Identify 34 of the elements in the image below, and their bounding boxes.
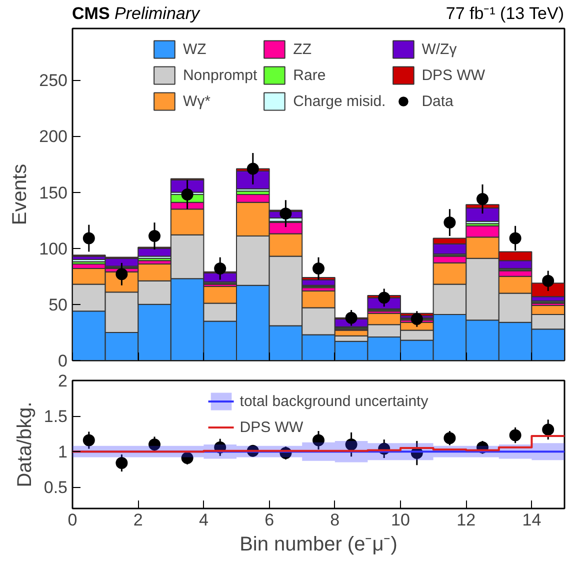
legend-label: W/Zγ	[422, 40, 457, 58]
legend-label: ZZ	[293, 40, 312, 58]
x-tick-label: 2	[133, 510, 143, 530]
y-axis-title: Events	[9, 164, 32, 226]
y-tick-label: 150	[39, 183, 68, 202]
y-tick-label: 1.5	[44, 407, 68, 426]
x-tick-label: 14	[522, 510, 542, 530]
x-tick-label: 12	[456, 510, 476, 530]
x-tick-label: 4	[198, 510, 208, 530]
legend-label: WZ	[182, 40, 206, 58]
legend-label: Wγ*	[182, 92, 210, 110]
y-tick-label: 100	[39, 239, 68, 258]
legend-label: total background uncertainty	[240, 392, 428, 410]
y-tick-label: 0.5	[44, 478, 68, 498]
legend-label: DPS WW	[422, 66, 486, 84]
x-tick-label: 6	[264, 510, 274, 530]
y-tick-label: 1	[58, 442, 68, 462]
legend-label: Charge misid.	[293, 92, 386, 110]
x-tick-label: 8	[330, 510, 340, 530]
chart-title: CMS	[72, 4, 110, 23]
y-tick-label: 0	[58, 352, 68, 370]
y-axis-title: Data/bkg.	[14, 402, 36, 488]
text: 77 fb⁻¹ (13 TeV)	[446, 3, 564, 25]
x-axis-title: Bin number (e⁻μ⁻)	[240, 534, 398, 556]
legend-label: DPS WW	[240, 418, 304, 436]
y-tick-label: 2	[58, 372, 68, 390]
legend-label: Rare	[293, 66, 326, 84]
y-tick-label: 250	[39, 71, 68, 90]
chart-subtitle: Preliminary	[114, 4, 200, 23]
y-tick-label: 200	[39, 127, 68, 146]
x-tick-label: 10	[391, 510, 410, 530]
legend-label: Data	[422, 92, 454, 110]
y-tick-label: 50	[48, 295, 68, 314]
legend-label: Nonprompt	[182, 66, 258, 84]
